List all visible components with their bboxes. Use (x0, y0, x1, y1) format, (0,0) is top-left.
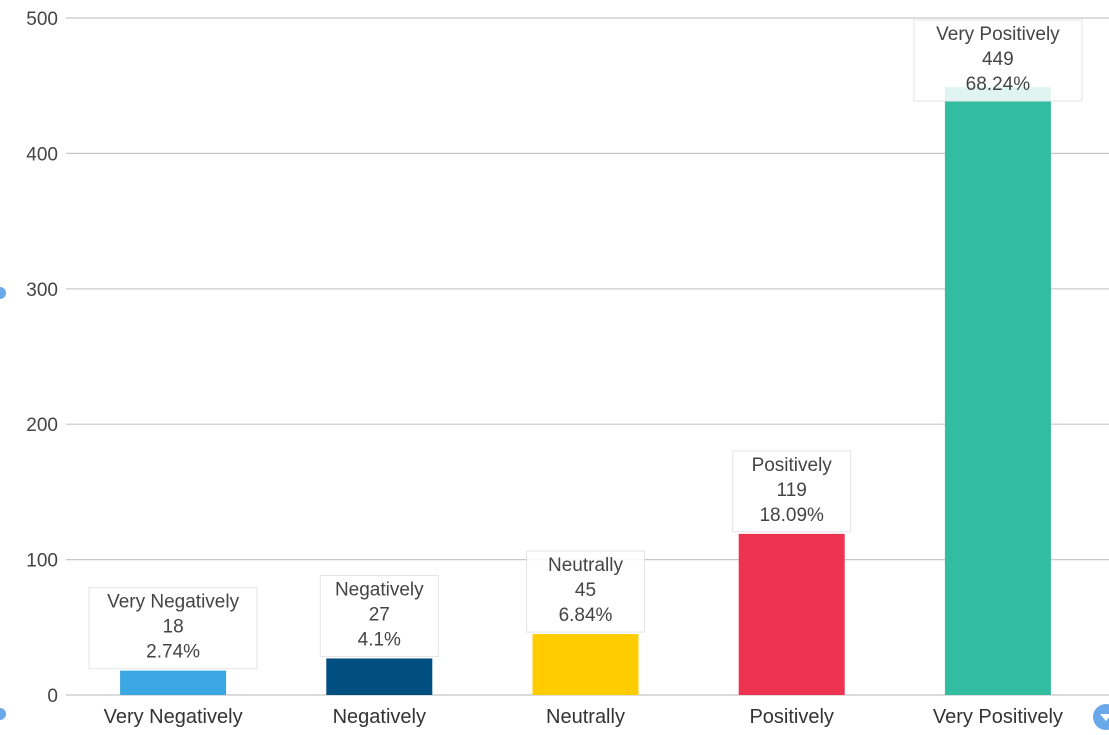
scroll-down-button[interactable] (1093, 704, 1109, 730)
data-label-value: 18 (163, 617, 184, 638)
data-label-category: Negatively (335, 579, 424, 600)
x-tick-label: Neutrally (546, 706, 625, 728)
data-label-percent: 6.84% (559, 605, 613, 626)
x-tick-label: Very Positively (933, 706, 1063, 728)
data-label-value: 45 (575, 580, 596, 601)
bar[interactable] (738, 533, 845, 695)
data-label: Positively 119 18.09% (732, 450, 852, 533)
data-label-percent: 2.74% (146, 642, 200, 663)
x-tick-label: Very Negatively (104, 706, 243, 728)
data-label-percent: 4.1% (358, 629, 401, 650)
data-label-value: 119 (777, 480, 807, 501)
left-edge-indicator-bottom (0, 708, 6, 720)
y-tick-label: 100 (26, 551, 58, 572)
data-label: Very Negatively 18 2.74% (88, 587, 258, 670)
x-tick-label: Negatively (333, 706, 426, 728)
data-label: Very Positively 449 68.24% (913, 19, 1083, 102)
data-label-value: 27 (369, 604, 390, 625)
data-label: Neutrally 45 6.84% (526, 550, 645, 633)
data-label-box (526, 550, 645, 633)
x-axis: Very Negatively Negatively Neutrally Positi… (104, 706, 1063, 728)
data-label-box (319, 574, 439, 657)
bars (120, 87, 1051, 695)
data-label-box (732, 450, 852, 533)
data-label-percent: 18.09% (759, 505, 824, 526)
bar[interactable] (532, 634, 639, 695)
bar[interactable] (326, 658, 433, 695)
y-tick-label: 500 (26, 9, 58, 30)
data-label-value: 449 (982, 49, 1014, 70)
data-label-box (88, 587, 258, 670)
data-label-category: Very Negatively (107, 592, 240, 613)
data-labels: Very Negatively182.74%Negatively274.1%Ne… (88, 19, 1083, 670)
y-tick-label: 400 (26, 144, 58, 165)
data-label-category: Positively (752, 455, 833, 476)
gridlines: 0 100 200 300 400 500 (26, 9, 1109, 707)
y-tick-label: 0 (47, 686, 58, 707)
y-tick-label: 200 (26, 415, 58, 436)
bar[interactable] (120, 670, 227, 695)
left-edge-indicator-top (0, 287, 6, 299)
data-label: Negatively 27 4.1% (319, 574, 439, 657)
data-label-category: Very Positively (936, 24, 1060, 45)
x-tick-label: Positively (749, 706, 833, 728)
data-label-percent: 68.24% (966, 74, 1031, 95)
data-label-category: Neutrally (548, 555, 623, 576)
bar[interactable] (944, 87, 1051, 695)
chevron-down-icon (1100, 714, 1109, 721)
y-tick-label: 300 (26, 280, 58, 301)
data-label-box (913, 19, 1083, 102)
